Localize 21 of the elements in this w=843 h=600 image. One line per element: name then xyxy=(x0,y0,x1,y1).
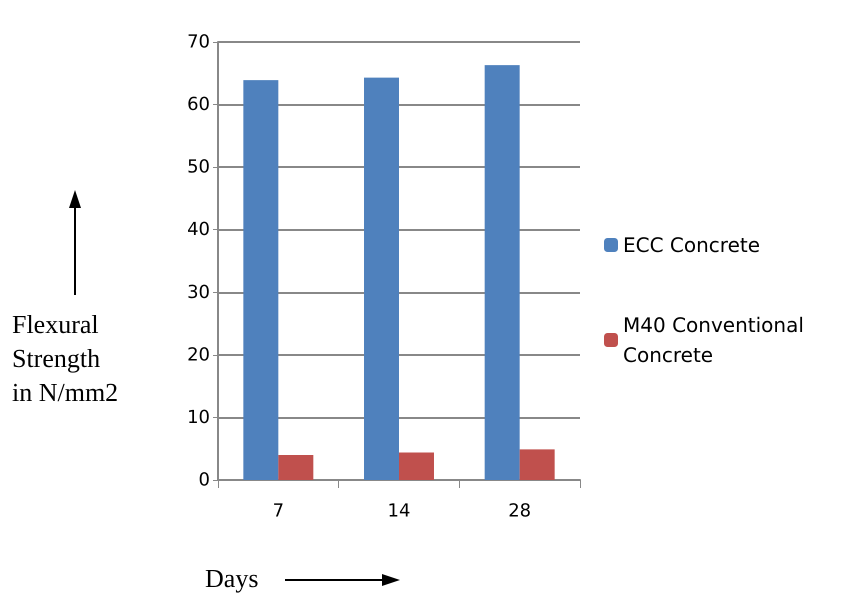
x-tick-label: 14 xyxy=(388,500,410,522)
y-tick-label: 10 xyxy=(187,406,210,428)
legend-label: ECC Concrete xyxy=(623,233,760,257)
x-tick-label: 28 xyxy=(508,500,532,522)
y-tick-label: 0 xyxy=(198,470,210,490)
bar xyxy=(364,78,399,480)
y-tick-label: 70 xyxy=(187,32,210,52)
bar xyxy=(399,452,434,480)
y-tick-label: 60 xyxy=(187,94,210,116)
bar xyxy=(278,454,314,480)
bar xyxy=(484,65,520,480)
bar xyxy=(520,449,555,480)
legend-label: M40 Conventional Concrete xyxy=(623,313,810,367)
y-tick-label: 20 xyxy=(187,344,210,366)
bar xyxy=(243,80,278,480)
y-axis-title: Flexural Strength in N/mm2 xyxy=(12,309,120,409)
y-tick-label: 40 xyxy=(187,219,210,240)
y-tick-label: 50 xyxy=(187,156,210,178)
y-tick-label: 30 xyxy=(187,282,210,303)
x-axis-title: Days xyxy=(205,564,258,594)
x-tick-label: 7 xyxy=(272,500,284,522)
